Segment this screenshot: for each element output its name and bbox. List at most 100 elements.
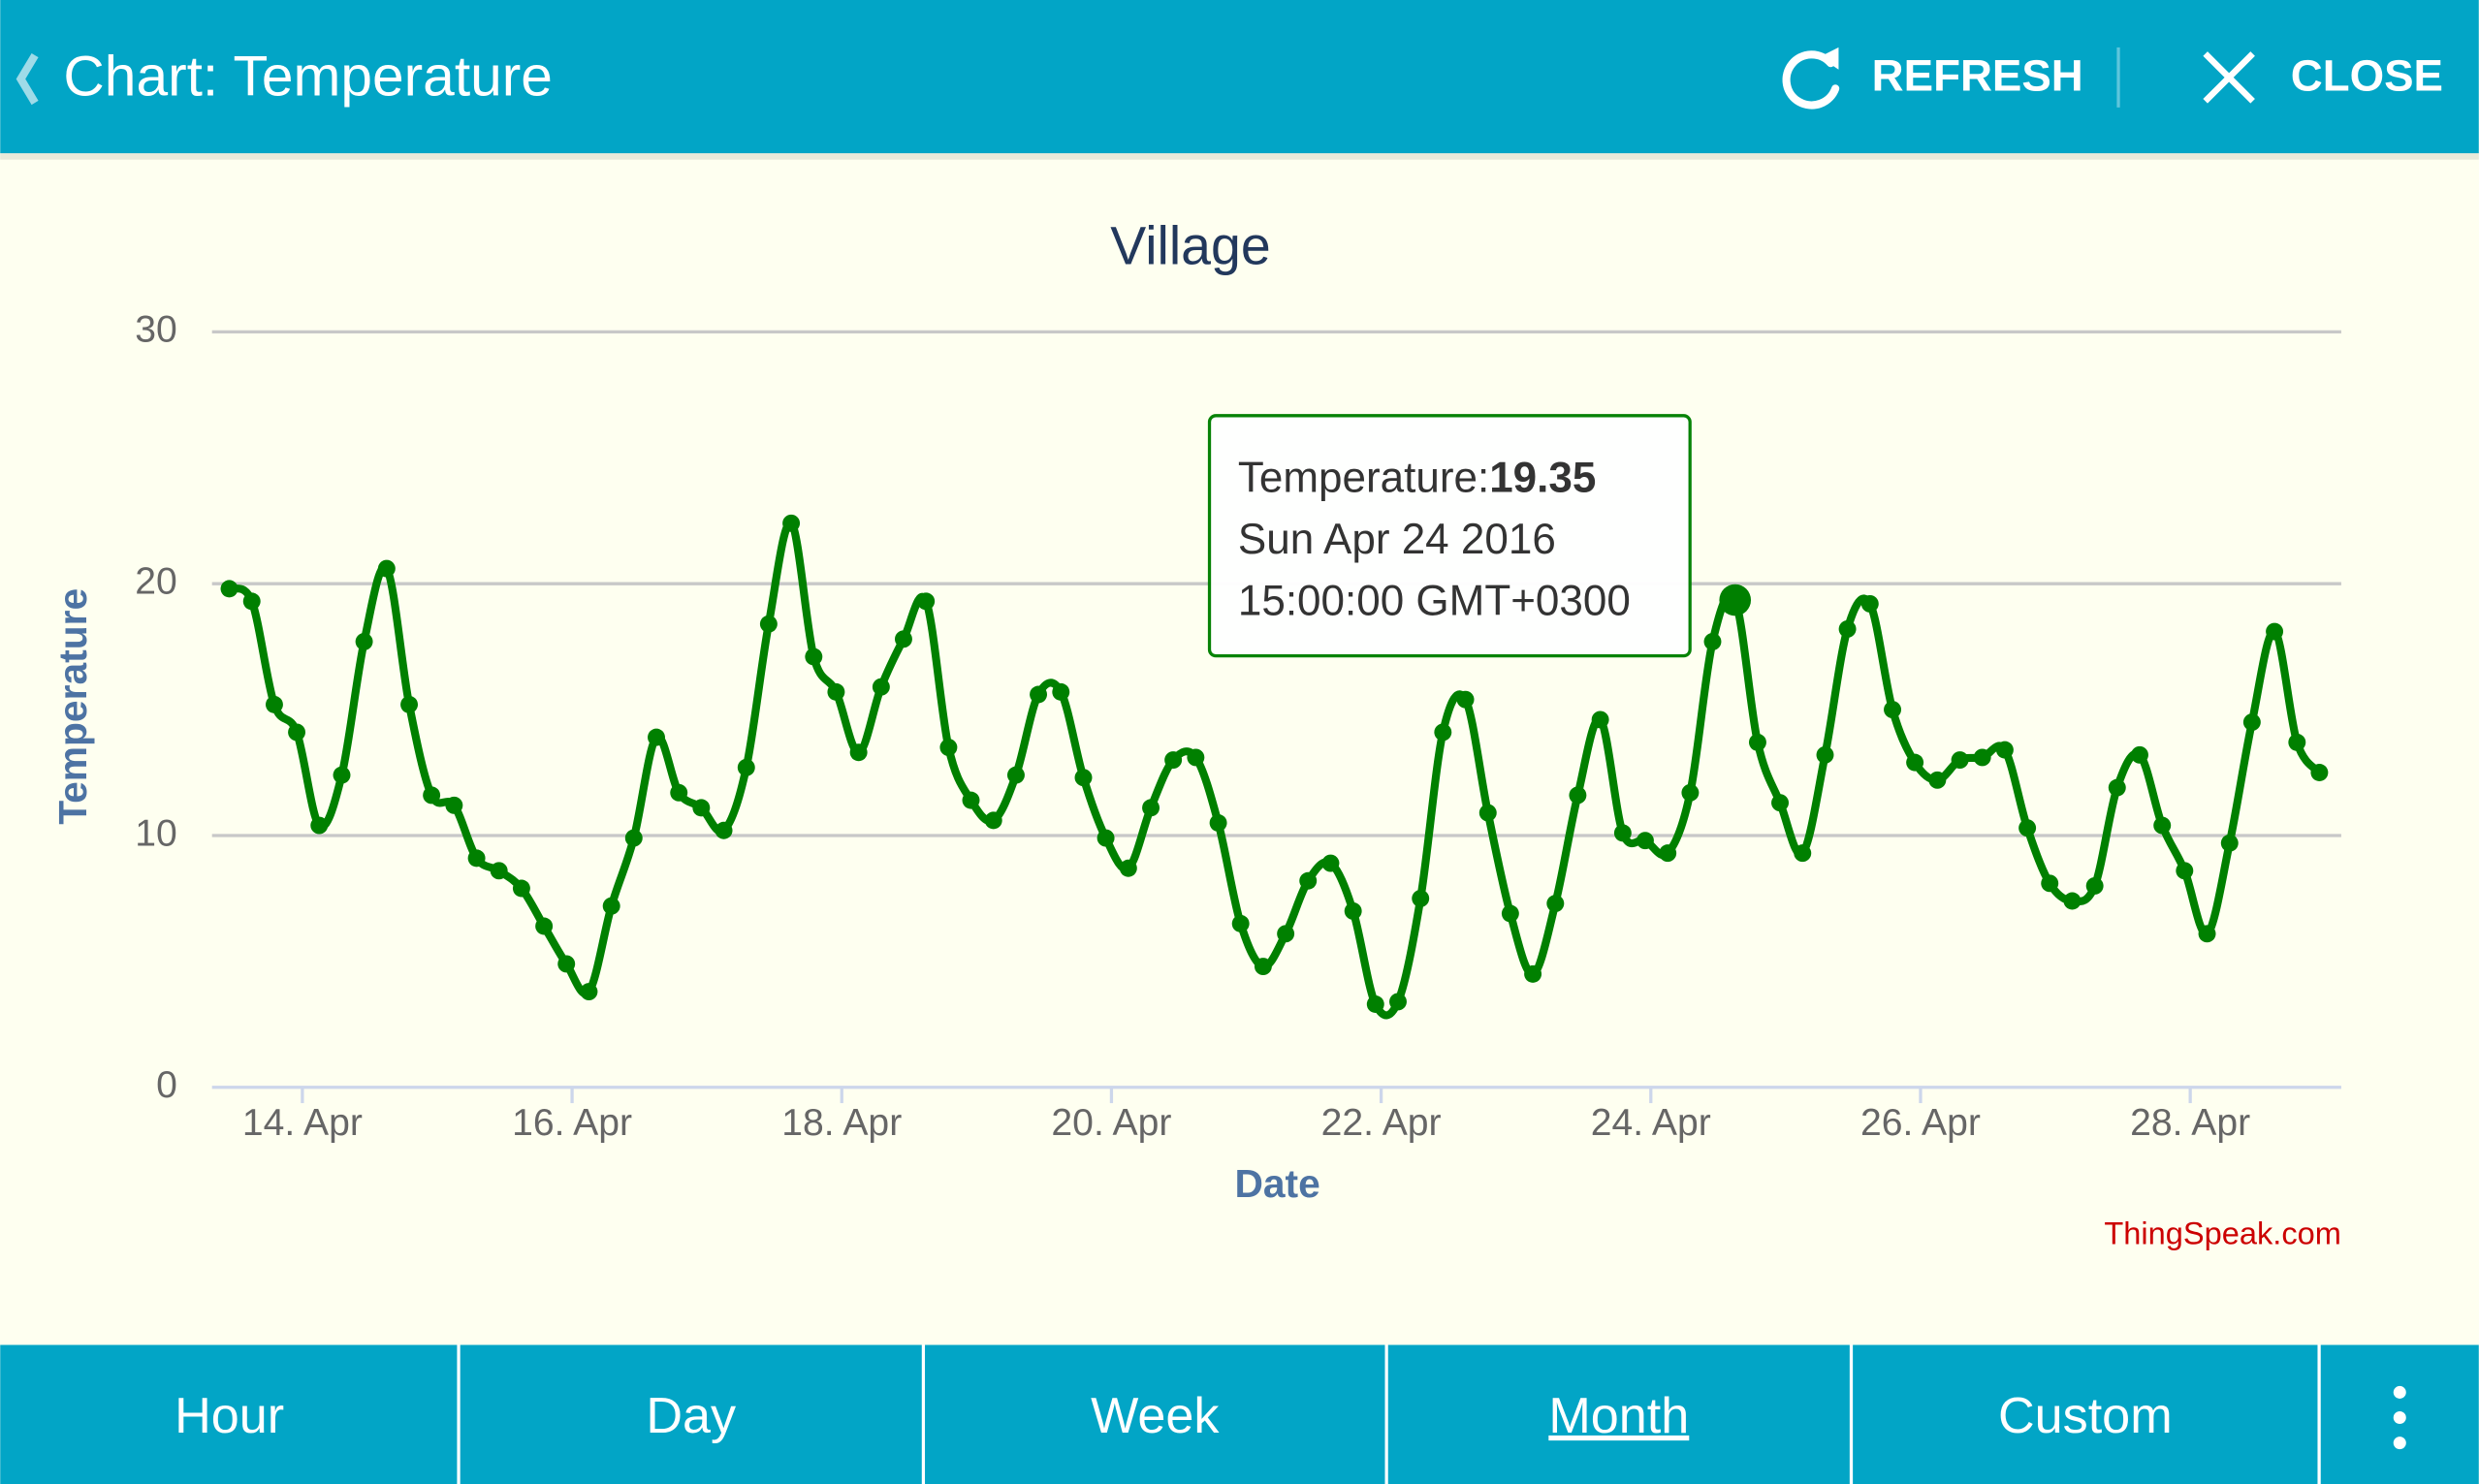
data-point[interactable] bbox=[423, 786, 441, 805]
data-point[interactable] bbox=[939, 739, 958, 757]
tab[interactable]: Month bbox=[1548, 1388, 1689, 1444]
data-point[interactable] bbox=[220, 580, 238, 598]
data-point[interactable] bbox=[2242, 713, 2261, 732]
data-point[interactable] bbox=[310, 816, 329, 835]
data-point[interactable] bbox=[467, 849, 486, 868]
data-point[interactable] bbox=[602, 897, 620, 915]
tab[interactable]: Week bbox=[1091, 1388, 1220, 1444]
data-point[interactable] bbox=[759, 615, 778, 633]
data-point[interactable] bbox=[1074, 769, 1093, 787]
back-icon[interactable] bbox=[16, 52, 39, 106]
data-point[interactable] bbox=[242, 592, 261, 611]
data-point[interactable] bbox=[1119, 859, 1137, 877]
data-point[interactable] bbox=[2131, 745, 2148, 764]
data-point[interactable] bbox=[1164, 751, 1183, 770]
data-point[interactable] bbox=[2288, 733, 2306, 751]
data-point[interactable] bbox=[805, 647, 823, 666]
data-point[interactable] bbox=[624, 829, 643, 847]
data-point[interactable] bbox=[1344, 901, 1362, 920]
data-point[interactable] bbox=[1995, 741, 2014, 759]
data-point[interactable] bbox=[1546, 895, 1565, 913]
data-point[interactable] bbox=[1816, 745, 1834, 764]
data-point[interactable] bbox=[1142, 799, 1160, 817]
data-point[interactable] bbox=[1771, 794, 1790, 812]
data-point[interactable] bbox=[377, 559, 396, 578]
data-point[interactable] bbox=[917, 592, 936, 611]
tab[interactable]: Day bbox=[646, 1388, 736, 1444]
data-point[interactable] bbox=[849, 743, 868, 762]
data-point[interactable] bbox=[1703, 632, 1722, 650]
data-point[interactable] bbox=[2085, 876, 2104, 895]
data-point[interactable] bbox=[1209, 814, 1227, 832]
data-point[interactable] bbox=[1973, 748, 1991, 767]
data-point[interactable] bbox=[1951, 751, 1969, 770]
data-point[interactable] bbox=[1636, 832, 1654, 850]
data-point[interactable] bbox=[1591, 710, 1609, 729]
data-point[interactable] bbox=[2266, 622, 2284, 641]
data-point[interactable] bbox=[2063, 892, 2082, 910]
refresh-button[interactable]: REFRESH bbox=[1782, 47, 2083, 110]
data-point[interactable] bbox=[1569, 786, 1587, 805]
data-point[interactable] bbox=[1096, 829, 1115, 847]
data-point[interactable] bbox=[692, 799, 711, 817]
data-point[interactable] bbox=[557, 955, 576, 973]
data-point[interactable] bbox=[894, 630, 912, 648]
data-point[interactable] bbox=[400, 695, 419, 713]
close-button[interactable]: CLOSE bbox=[2203, 51, 2443, 104]
data-point[interactable] bbox=[737, 758, 755, 776]
data-point[interactable] bbox=[2198, 925, 2216, 943]
data-point[interactable] bbox=[962, 791, 980, 809]
data-point[interactable] bbox=[1006, 766, 1025, 784]
data-point[interactable] bbox=[1906, 753, 1924, 772]
data-point[interactable] bbox=[490, 862, 508, 880]
data-point[interactable] bbox=[1501, 904, 1519, 923]
data-point[interactable] bbox=[1052, 682, 1070, 701]
overflow-menu[interactable] bbox=[2393, 1385, 2406, 1450]
data-point[interactable] bbox=[1748, 733, 1766, 751]
data-point[interactable] bbox=[1434, 723, 1452, 742]
data-point[interactable] bbox=[580, 983, 598, 1001]
data-point[interactable] bbox=[2108, 778, 2126, 797]
data-point[interactable] bbox=[1928, 771, 1947, 789]
data-point[interactable] bbox=[355, 632, 373, 650]
tab[interactable]: Hour bbox=[175, 1388, 284, 1444]
data-point[interactable] bbox=[1524, 964, 1542, 983]
data-point[interactable] bbox=[1412, 889, 1430, 907]
data-point[interactable] bbox=[670, 783, 688, 802]
tab[interactable]: Custom bbox=[1998, 1388, 2173, 1444]
data-point[interactable] bbox=[1719, 584, 1752, 616]
data-point[interactable] bbox=[648, 728, 665, 746]
data-point[interactable] bbox=[1659, 844, 1677, 863]
data-point[interactable] bbox=[1884, 701, 1902, 719]
data-point[interactable] bbox=[1838, 619, 1857, 638]
data-point[interactable] bbox=[782, 514, 801, 532]
data-point[interactable] bbox=[288, 723, 306, 742]
data-point[interactable] bbox=[2018, 819, 2037, 837]
data-point[interactable] bbox=[2176, 862, 2194, 880]
data-point[interactable] bbox=[1366, 995, 1384, 1013]
data-point[interactable] bbox=[2310, 764, 2329, 781]
data-point[interactable] bbox=[1231, 914, 1250, 932]
data-point[interactable] bbox=[872, 678, 890, 696]
data-point[interactable] bbox=[1456, 690, 1475, 709]
data-point[interactable] bbox=[1389, 993, 1407, 1011]
data-point[interactable] bbox=[1613, 824, 1632, 842]
data-point[interactable] bbox=[535, 917, 554, 935]
data-point[interactable] bbox=[512, 879, 530, 898]
data-point[interactable] bbox=[1277, 925, 1295, 943]
data-point[interactable] bbox=[445, 796, 463, 814]
data-point[interactable] bbox=[1860, 594, 1879, 613]
data-point[interactable] bbox=[1030, 685, 1048, 704]
data-point[interactable] bbox=[715, 821, 733, 839]
data-point[interactable] bbox=[2041, 874, 2059, 893]
data-point[interactable] bbox=[827, 682, 845, 701]
data-point[interactable] bbox=[1187, 748, 1205, 767]
data-point[interactable] bbox=[1794, 844, 1812, 863]
data-point[interactable] bbox=[265, 695, 283, 713]
data-point[interactable] bbox=[2153, 816, 2172, 835]
data-point[interactable] bbox=[1478, 804, 1497, 822]
data-point[interactable] bbox=[2220, 834, 2239, 852]
data-point[interactable] bbox=[1321, 854, 1340, 872]
credit[interactable]: ThingSpeak.com bbox=[2104, 1216, 2341, 1251]
data-point[interactable] bbox=[333, 766, 351, 784]
